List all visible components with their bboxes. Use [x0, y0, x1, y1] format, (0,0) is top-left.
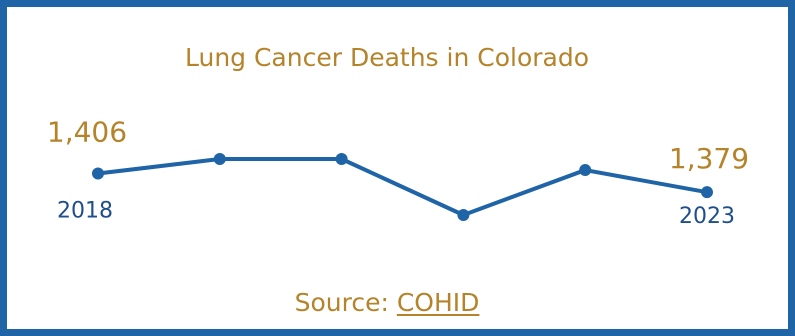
data-point: [335, 153, 348, 165]
first-value-label: 1,406: [47, 116, 127, 149]
chart-title: Lung Cancer Deaths in Colorado: [184, 43, 590, 72]
data-point: [213, 153, 226, 165]
last-value-label: 1,379: [669, 142, 749, 175]
source-prefix: Source:: [294, 288, 397, 317]
first-year-label: 2018: [57, 199, 113, 224]
source-caption: Source: COHID: [7, 288, 767, 317]
source-link[interactable]: COHID: [396, 288, 480, 317]
series-line: [96, 157, 709, 217]
data-point: [579, 164, 592, 177]
last-year-label: 2023: [679, 204, 735, 229]
data-point: [457, 209, 470, 221]
data-point: [701, 186, 713, 199]
line-chart: 1,406 1,379 2018 2023: [47, 116, 749, 230]
data-point: [92, 167, 104, 180]
